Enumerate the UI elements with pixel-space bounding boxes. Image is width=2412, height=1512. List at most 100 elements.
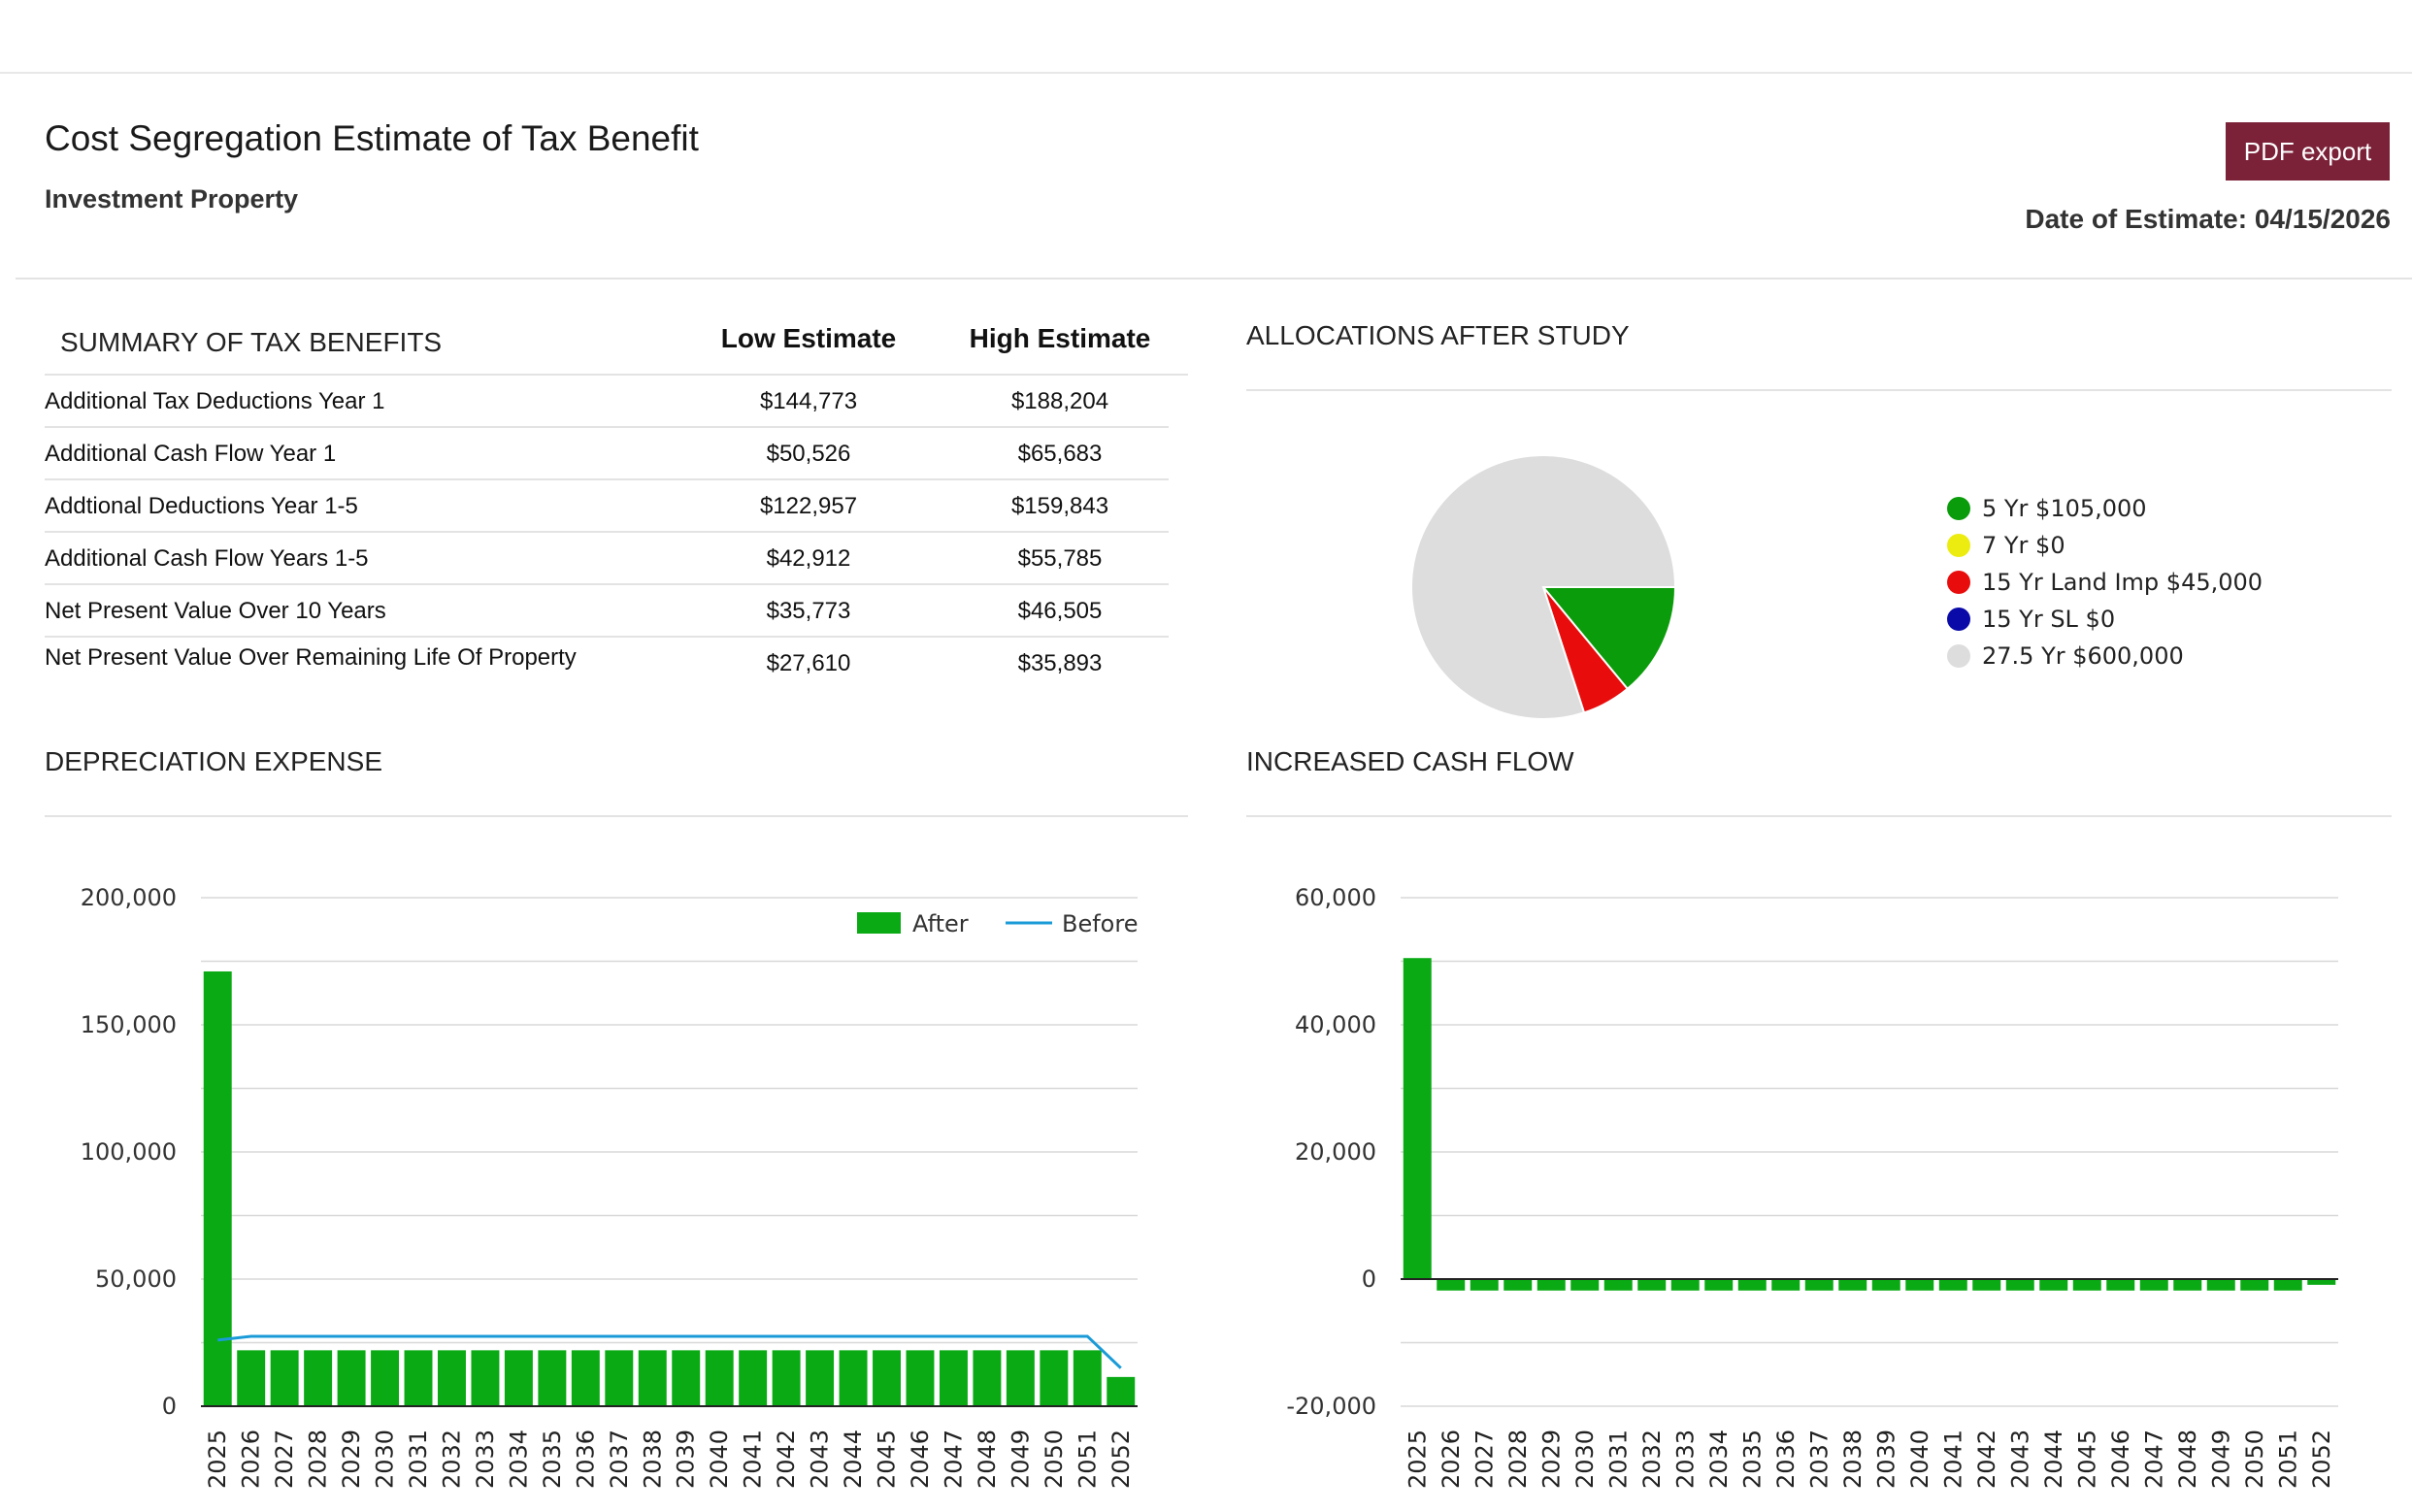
high-estimate-header: High Estimate xyxy=(969,323,1151,353)
row-label: Net Present Value Over Remaining Life Of… xyxy=(45,644,577,671)
x-tick-label: 2048 xyxy=(974,1430,1001,1489)
legend-label: 27.5 Yr $600,000 xyxy=(1982,642,2184,670)
top-bar xyxy=(0,0,2412,74)
depreciation-chart: 0 50,000 100,000 150,000 200,000 2025 2026 2027… xyxy=(81,884,1139,1489)
bar xyxy=(1536,1279,1566,1291)
x-tick-label: 2030 xyxy=(1571,1430,1599,1489)
bar xyxy=(2005,1279,2034,1291)
allocations-divider xyxy=(1246,389,2392,391)
x-tick-label: 2042 xyxy=(773,1430,800,1489)
x-tick-label: 2046 xyxy=(2107,1430,2134,1489)
bar xyxy=(1704,1279,1734,1291)
bar xyxy=(839,1350,868,1406)
bar xyxy=(1570,1279,1600,1291)
x-tick-label: 2047 xyxy=(2140,1430,2167,1489)
x-tick-label: 2046 xyxy=(907,1430,934,1489)
x-tick-label: 2030 xyxy=(372,1430,399,1489)
y-tick-label: 100,000 xyxy=(81,1138,177,1166)
row-low-value: $144,773 xyxy=(759,388,858,414)
x-tick-label: 2029 xyxy=(1537,1430,1565,1489)
series-line xyxy=(217,1334,1122,1369)
bar xyxy=(203,970,232,1406)
bar xyxy=(2240,1279,2269,1291)
bar xyxy=(1905,1279,1934,1291)
legend-item: 15 Yr SL $0 xyxy=(1947,601,2263,638)
x-tick-label: 2028 xyxy=(1504,1430,1532,1489)
row-divider xyxy=(45,478,1169,480)
bar xyxy=(739,1350,768,1406)
x-tick-label: 2045 xyxy=(2073,1430,2100,1489)
legend-label: 15 Yr SL $0 xyxy=(1982,606,2116,633)
x-tick-label: 2027 xyxy=(1470,1430,1498,1489)
x-tick-label: 2049 xyxy=(2207,1430,2234,1489)
legend-item: 15 Yr Land Imp $45,000 xyxy=(1947,564,2263,601)
x-tick-label: 2032 xyxy=(1638,1430,1666,1489)
legend-dot xyxy=(1947,608,1970,631)
bar xyxy=(2072,1279,2101,1291)
bar xyxy=(404,1350,433,1406)
row-low-value: $27,610 xyxy=(766,650,851,676)
x-tick-label: 2038 xyxy=(639,1430,666,1489)
x-tick-label: 2037 xyxy=(1805,1430,1833,1489)
x-tick-label: 2039 xyxy=(1872,1430,1900,1489)
x-tick-label: 2048 xyxy=(2174,1430,2201,1489)
bar xyxy=(973,1350,1002,1406)
depreciation-divider xyxy=(45,815,1188,817)
bar xyxy=(2307,1279,2336,1285)
row-high-value: $65,683 xyxy=(1017,441,1103,467)
property-type: Investment Property xyxy=(45,184,299,214)
x-tick-label: 2052 xyxy=(2308,1430,2335,1489)
x-tick-label: 2025 xyxy=(1404,1430,1431,1489)
bar xyxy=(1437,1279,1466,1291)
bar xyxy=(672,1350,701,1406)
legend-label: 7 Yr $0 xyxy=(1982,532,2065,559)
x-tick-label: 2040 xyxy=(1906,1430,1933,1489)
row-label: Net Present Value Over 10 Years xyxy=(45,598,386,624)
legend-before-label: Before xyxy=(1062,910,1138,937)
header-divider xyxy=(16,278,2412,279)
row-divider xyxy=(45,636,1169,638)
bar xyxy=(772,1350,801,1406)
bar xyxy=(1804,1279,1834,1291)
x-tick-label: 2045 xyxy=(874,1430,901,1489)
bar xyxy=(806,1350,835,1406)
x-tick-label: 2051 xyxy=(1074,1430,1101,1489)
bar xyxy=(638,1350,667,1406)
x-tick-label: 2044 xyxy=(2040,1430,2067,1489)
x-tick-label: 2047 xyxy=(940,1430,967,1489)
y-tick-label: 200,000 xyxy=(81,884,177,911)
x-tick-label: 2041 xyxy=(740,1430,767,1489)
legend-after-label: After xyxy=(912,910,969,937)
bar xyxy=(1670,1279,1700,1291)
y-tick-label: 0 xyxy=(1362,1265,1376,1293)
y-tick-label: 60,000 xyxy=(1295,884,1376,911)
x-tick-label: 2036 xyxy=(1772,1430,1800,1489)
bar xyxy=(1637,1279,1667,1291)
y-tick-label: 150,000 xyxy=(81,1011,177,1038)
bar xyxy=(2206,1279,2235,1291)
row-label: Additional Cash Flow Year 1 xyxy=(45,441,337,467)
bar xyxy=(906,1350,935,1406)
legend-label: 15 Yr Land Imp $45,000 xyxy=(1982,569,2263,596)
pdf-export-button[interactable]: PDF export xyxy=(2226,122,2390,181)
row-low-value: $122,957 xyxy=(759,493,858,519)
x-tick-label: 2039 xyxy=(673,1430,700,1489)
bar xyxy=(2139,1279,2168,1291)
x-tick-label: 2031 xyxy=(405,1430,432,1489)
row-high-value: $188,204 xyxy=(1010,388,1109,414)
estimate-date: Date of Estimate: 04/15/2026 xyxy=(2025,204,2391,234)
x-tick-label: 2034 xyxy=(505,1430,532,1489)
depreciation-heading: DEPRECIATION EXPENSE xyxy=(45,746,383,776)
pie-slice xyxy=(1540,586,1677,691)
bar xyxy=(1073,1350,1102,1406)
row-high-value: $35,893 xyxy=(1017,650,1103,676)
legend-dot xyxy=(1947,534,1970,557)
bar xyxy=(1503,1279,1533,1291)
bar xyxy=(1838,1279,1867,1291)
bar xyxy=(1470,1279,1499,1291)
x-tick-label: 2031 xyxy=(1604,1430,1632,1489)
allocations-heading: ALLOCATIONS AFTER STUDY xyxy=(1246,320,1630,350)
x-tick-label: 2035 xyxy=(539,1430,566,1489)
bar xyxy=(1938,1279,1967,1291)
x-tick-label: 2035 xyxy=(1738,1430,1766,1489)
